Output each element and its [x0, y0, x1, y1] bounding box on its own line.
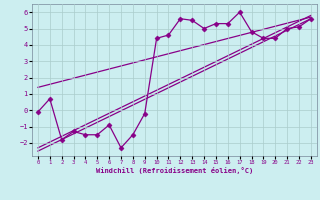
- X-axis label: Windchill (Refroidissement éolien,°C): Windchill (Refroidissement éolien,°C): [96, 167, 253, 174]
